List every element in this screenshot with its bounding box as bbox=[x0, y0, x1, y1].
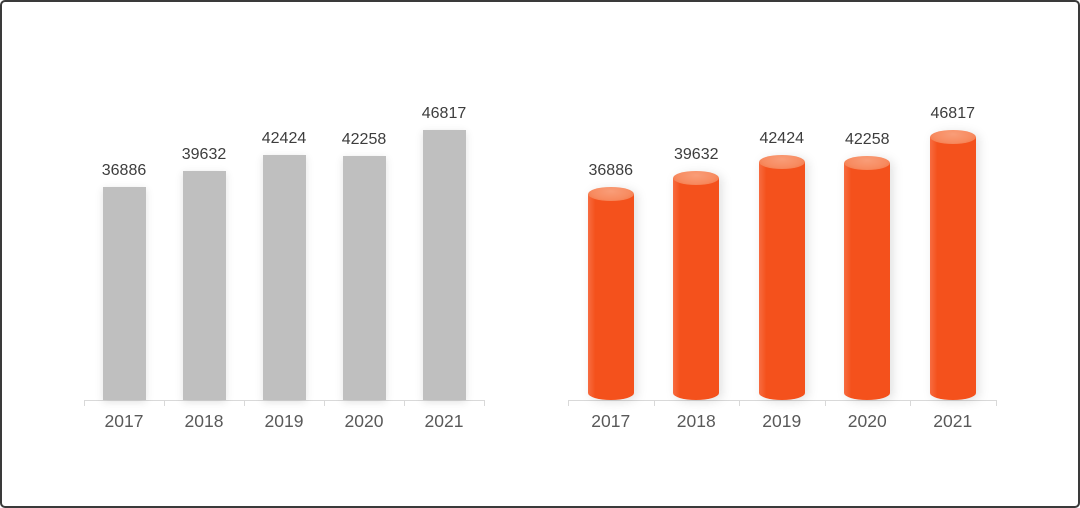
orange-cylinder-bar-chart: 36886 2017 39632 2018 42424 2019 42258 2020 4681… bbox=[568, 2, 997, 462]
x-axis-category-label: 2017 bbox=[104, 411, 144, 431]
axis-tick bbox=[84, 400, 85, 406]
cylinder-bar bbox=[844, 156, 891, 400]
x-axis-category-label: 2020 bbox=[344, 411, 384, 431]
cylinder-top-ellipse bbox=[673, 171, 720, 185]
bar-value-label: 42424 bbox=[261, 130, 307, 147]
bar-value-label: 46817 bbox=[930, 105, 976, 122]
axis-tick bbox=[824, 400, 826, 406]
cylinder-body bbox=[587, 194, 634, 400]
cylinder-top-ellipse bbox=[758, 155, 805, 169]
cylinder-top-ellipse bbox=[844, 156, 891, 170]
bar bbox=[182, 171, 226, 400]
axis-tick bbox=[910, 400, 911, 406]
cylinder-bar bbox=[673, 171, 720, 400]
axis-tick bbox=[995, 400, 997, 406]
x-axis-category-label: 2021 bbox=[933, 411, 973, 431]
bar-value-label: 42424 bbox=[759, 130, 805, 147]
x-axis-category-label: 2021 bbox=[424, 411, 464, 431]
cylinder-top-ellipse bbox=[587, 187, 634, 201]
x-axis bbox=[568, 400, 996, 401]
cylinder-bar bbox=[587, 187, 634, 400]
cylinder-body bbox=[844, 163, 891, 400]
cylinder-body bbox=[758, 162, 805, 400]
bar bbox=[262, 155, 306, 400]
axis-tick bbox=[324, 400, 325, 406]
cylinder-bar bbox=[758, 155, 805, 400]
axis-tick bbox=[164, 400, 165, 406]
x-axis-category-label: 2019 bbox=[762, 411, 802, 431]
x-axis bbox=[84, 400, 484, 401]
x-axis-category-label: 2020 bbox=[847, 411, 887, 431]
cylinder-body bbox=[673, 178, 720, 400]
x-axis-category-label: 2018 bbox=[676, 411, 716, 431]
x-axis-category-label: 2017 bbox=[591, 411, 631, 431]
axis-tick bbox=[739, 400, 740, 406]
cylinder-body bbox=[929, 137, 976, 400]
axis-tick bbox=[484, 400, 485, 406]
cylinder-top-ellipse bbox=[929, 130, 976, 144]
bar bbox=[102, 187, 146, 400]
x-axis-category-label: 2019 bbox=[264, 411, 304, 431]
bar-value-label: 36886 bbox=[101, 162, 147, 179]
bar-value-label: 39632 bbox=[181, 146, 227, 163]
x-axis-category-label: 2018 bbox=[184, 411, 224, 431]
axis-tick bbox=[568, 400, 569, 406]
bar-value-label: 36886 bbox=[588, 162, 634, 179]
cylinder-bar bbox=[929, 130, 976, 400]
bar bbox=[342, 156, 386, 400]
axis-tick bbox=[653, 400, 655, 406]
axis-tick bbox=[244, 400, 245, 406]
axis-tick bbox=[404, 400, 405, 406]
bar bbox=[422, 130, 466, 400]
bar-value-label: 39632 bbox=[674, 146, 719, 163]
bar-value-label: 42258 bbox=[845, 131, 890, 148]
bar-value-label: 46817 bbox=[421, 105, 467, 122]
bar-value-label: 42258 bbox=[341, 131, 387, 148]
gray-bar-chart: 36886 2017 39632 2018 42424 2019 42258 2020 4681… bbox=[84, 2, 485, 462]
